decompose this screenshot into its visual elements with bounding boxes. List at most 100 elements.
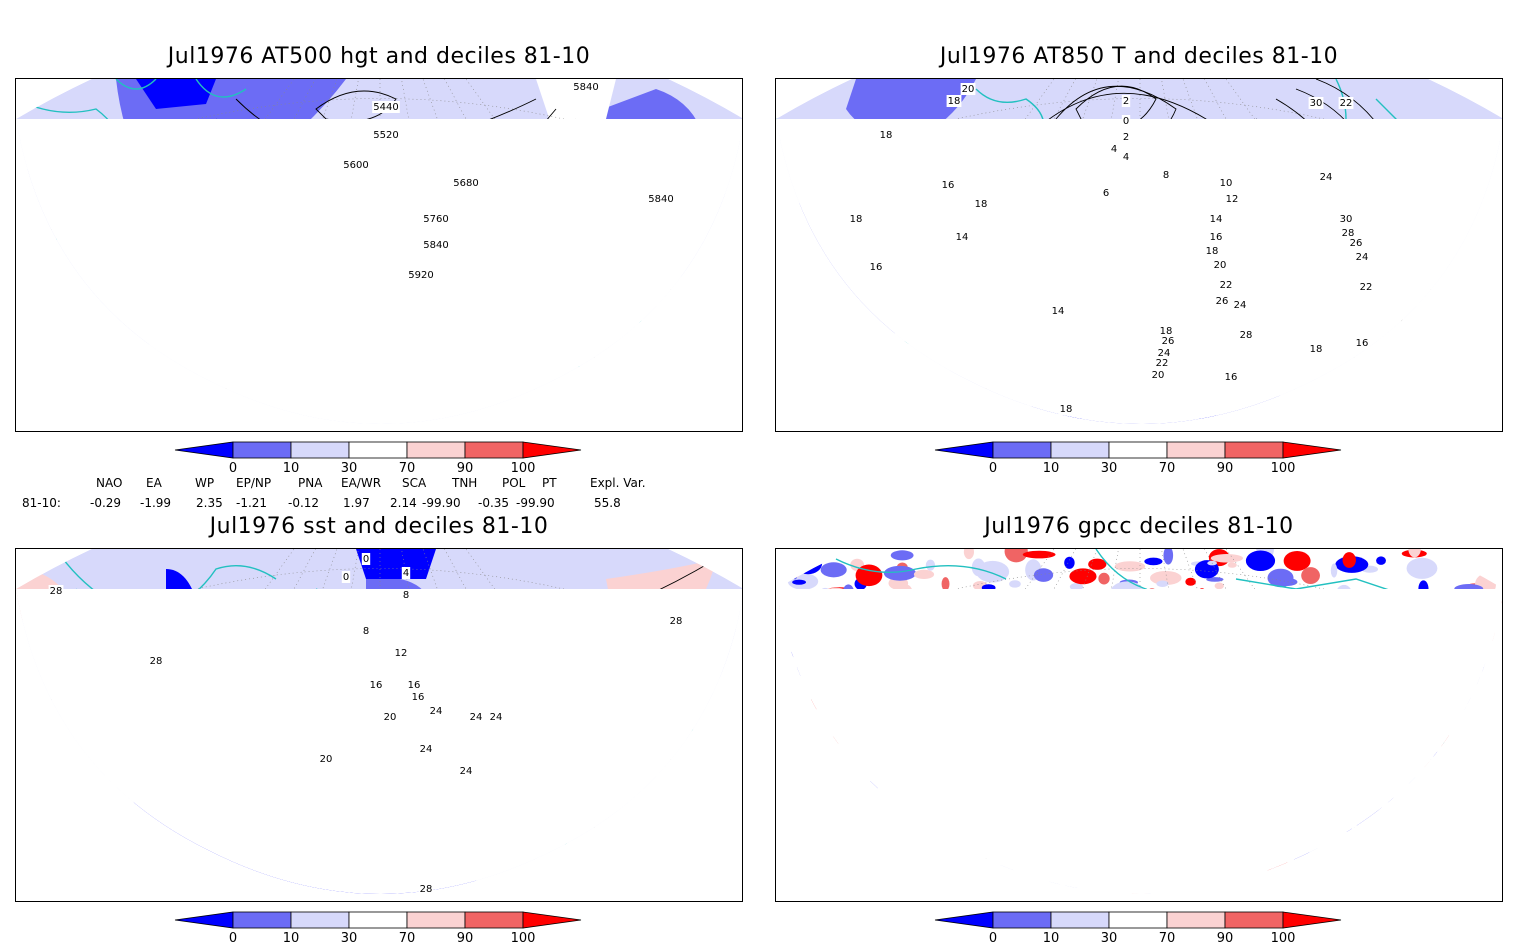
index-value-pna: -0.12 xyxy=(288,496,320,510)
precip-decile-patch xyxy=(1157,898,1189,902)
contour-label-bg xyxy=(342,159,370,171)
precip-decile-patch xyxy=(890,550,914,561)
contour-label: 24 xyxy=(1234,300,1247,311)
contour-label-bg xyxy=(372,129,400,141)
precip-decile-patch xyxy=(963,549,974,560)
precip-decile-patch xyxy=(858,873,870,887)
index-name-nao: NAO xyxy=(96,476,123,490)
contour-label-bg xyxy=(973,198,989,210)
contour-label-bg xyxy=(668,615,684,627)
map-outside-area xyxy=(776,79,1502,424)
contour-label-bg xyxy=(1232,299,1248,311)
index-value-explvar: 55.8 xyxy=(594,496,621,510)
contour-label: 22 xyxy=(1156,358,1169,369)
precip-decile-patch xyxy=(1214,582,1224,590)
index-row-label: 81-10: xyxy=(22,496,61,510)
precip-decile-patch xyxy=(1004,549,1028,563)
contour-label-bg xyxy=(960,83,976,95)
contour-label-bg xyxy=(361,625,371,637)
contour-label: 5840 xyxy=(423,240,448,251)
index-value-sca: 2.14 xyxy=(390,496,417,510)
contour-label-bg xyxy=(422,213,450,225)
contour-label: 22 xyxy=(1340,98,1353,109)
contour-label-bg xyxy=(647,193,675,205)
contour-label: 24 xyxy=(490,712,503,723)
map-panel-gpcc xyxy=(775,548,1503,902)
contour-label: 24 xyxy=(1356,252,1369,263)
contour-label-bg xyxy=(361,553,371,565)
precip-decile-patch xyxy=(1210,554,1244,563)
contour-label: 2 xyxy=(1123,96,1129,107)
precip-decile-patch xyxy=(1185,577,1196,586)
colorbar-tick-label: 30 xyxy=(341,461,358,476)
colorbar-segment xyxy=(992,441,1052,459)
colorbar-tick-label: 10 xyxy=(1043,931,1060,946)
colorbar-segment xyxy=(174,441,234,459)
precip-decile-patch xyxy=(1483,861,1502,880)
contour-label-bg xyxy=(1156,347,1172,359)
precip-decile-patch xyxy=(781,739,813,750)
colorbar-segment xyxy=(174,911,234,929)
colorbar-tick-label: 90 xyxy=(457,931,474,946)
contour-label-bg xyxy=(341,571,351,583)
colorbar-segment xyxy=(1108,911,1168,929)
colorbar-segment xyxy=(522,441,582,459)
precip-decile-patch xyxy=(866,791,882,806)
precip-decile-patch xyxy=(776,699,793,712)
precip-decile-patch xyxy=(1328,877,1344,884)
precip-decile-patch xyxy=(942,876,967,887)
precip-decile-patch xyxy=(823,829,851,840)
contour-label: 24 xyxy=(470,712,483,723)
precip-decile-patch xyxy=(941,577,950,591)
colorbar-tick-label: 100 xyxy=(511,931,536,946)
precip-decile-patch xyxy=(855,564,883,587)
contour-label: 16 xyxy=(370,680,383,691)
contour-label-bg xyxy=(1121,131,1131,143)
contour-label-bg xyxy=(1308,343,1324,355)
precip-decile-patch xyxy=(852,808,874,818)
contour-label: 0 xyxy=(363,554,369,565)
precip-decile-patch xyxy=(779,648,793,666)
contour-label-bg xyxy=(1121,151,1131,163)
precip-decile-patch xyxy=(1294,865,1313,882)
contour-label: 24 xyxy=(460,766,473,777)
contour-label-bg xyxy=(1121,115,1131,127)
colorbar-segment xyxy=(464,911,524,929)
precip-decile-patch xyxy=(1144,557,1163,566)
contour-label: 8 xyxy=(363,626,369,637)
contour-label-bg xyxy=(458,765,474,777)
index-value-eawr: 1.97 xyxy=(343,496,370,510)
contour-label: 30 xyxy=(1340,214,1353,225)
precip-decile-patch xyxy=(1422,831,1456,850)
index-name-pol: POL xyxy=(502,476,526,490)
precip-decile-patch xyxy=(1271,865,1279,886)
precip-decile-patch xyxy=(1396,862,1422,879)
precip-decile-patch xyxy=(776,885,800,894)
precip-decile-patch xyxy=(1470,819,1493,835)
contour-label-bg xyxy=(1204,245,1220,257)
contour-label: 18 xyxy=(1310,344,1323,355)
contour-label-bg xyxy=(318,753,334,765)
precip-decile-patch xyxy=(1481,665,1502,673)
contour-label-bg xyxy=(428,705,444,717)
contour-label-bg xyxy=(401,589,411,601)
contour-label: 6 xyxy=(1103,188,1109,199)
contour-label-bg xyxy=(418,883,434,895)
precip-decile-patch xyxy=(1005,876,1040,894)
precip-decile-patch xyxy=(1341,891,1355,894)
colorbar-tick-label: 0 xyxy=(989,461,997,476)
contour-label: 20 xyxy=(384,712,397,723)
precip-decile-patch xyxy=(1464,818,1474,836)
index-name-pna: PNA xyxy=(298,476,323,490)
precip-decile-patch xyxy=(850,867,859,875)
contour-label: 28 xyxy=(670,616,683,627)
colorbar-tick-label: 0 xyxy=(229,461,237,476)
contour-label-bg xyxy=(488,711,504,723)
contour-label: 24 xyxy=(1158,348,1171,359)
colorbar-segment xyxy=(992,911,1052,929)
contour-label-bg xyxy=(1354,251,1370,263)
contour-label-bg xyxy=(1218,177,1234,189)
precip-decile-patch xyxy=(868,802,877,819)
colorbar-segment xyxy=(934,911,994,929)
precip-decile-patch xyxy=(1489,715,1496,728)
